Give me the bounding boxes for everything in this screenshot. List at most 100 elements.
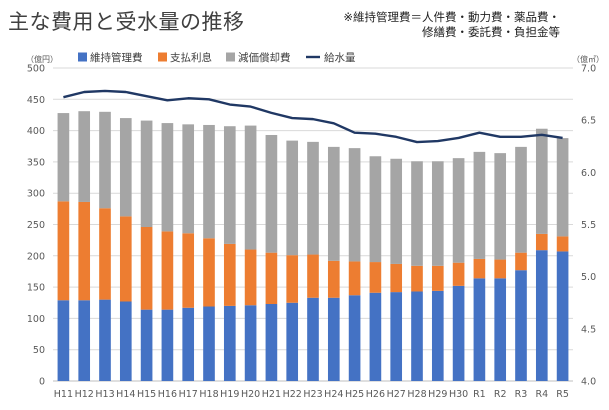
x-tick-label: H13 [95, 389, 114, 400]
x-tick-label: R4 [535, 389, 548, 400]
bar-減価償却費 [452, 158, 465, 263]
bar-減価償却費 [223, 126, 236, 244]
bar-減価償却費 [390, 158, 403, 264]
bar-維持管理費 [369, 292, 382, 381]
bar-支払利息 [99, 208, 111, 300]
bar-維持管理費 [473, 278, 486, 381]
x-tick-label: R5 [556, 389, 569, 400]
x-tick-label: H25 [345, 389, 364, 400]
left-tick-label: 250 [27, 220, 45, 231]
bar-減価償却費 [535, 128, 548, 234]
x-tick-label: R1 [473, 389, 486, 400]
legend-swatch [226, 52, 235, 62]
right-tick-label: 5.0 [581, 272, 596, 283]
right-tick-label: 6.5 [581, 116, 596, 127]
note-line-1: ※維持管理費＝人件費・動力費・薬品費・ [343, 10, 560, 24]
bar-維持管理費 [431, 290, 444, 381]
left-tick-label: 500 [27, 64, 45, 75]
bar-減価償却費 [182, 124, 195, 234]
x-tick-label: H19 [220, 389, 239, 400]
bar-維持管理費 [99, 299, 111, 381]
bar-減価償却費 [161, 123, 174, 232]
bar-減価償却費 [556, 138, 569, 237]
legend: 維持管理費 支払利息 減価償却費 給水量 [78, 51, 356, 64]
bar-維持管理費 [161, 309, 174, 381]
right-tick-label: 4.5 [581, 324, 596, 335]
bar-支払利息 [452, 262, 465, 286]
cost-definition-note: ※維持管理費＝人件費・動力費・薬品費・ 修繕費・委託費・負担金等 [310, 10, 560, 40]
left-axis-ticks: 0 50 100 150 200 250 300 350 400 450 500 [27, 64, 45, 388]
bar-維持管理費 [452, 285, 465, 381]
bar-支払利息 [369, 262, 382, 293]
bar-維持管理費 [348, 295, 361, 381]
line-給水量 [63, 89, 563, 144]
note-line-2: 修繕費・委託費・負担金等 [422, 25, 560, 39]
x-tick-label: H18 [199, 389, 218, 400]
bar-維持管理費 [327, 297, 340, 381]
x-tick-label: H27 [387, 389, 406, 400]
bar-減価償却費 [57, 113, 70, 202]
x-tick-label: H24 [324, 389, 343, 400]
bar-維持管理費 [286, 302, 299, 381]
right-tick-label: 5.5 [581, 220, 596, 231]
legend-label: 維持管理費 [90, 51, 143, 64]
x-tick-label: H26 [366, 389, 385, 400]
line-series [63, 89, 563, 144]
bar-支払利息 [327, 260, 340, 298]
bar-支払利息 [473, 258, 486, 279]
left-axis-unit: （億円） [26, 54, 58, 64]
bar-減価償却費 [515, 146, 527, 253]
x-tick-label: H29 [428, 389, 447, 400]
bar-維持管理費 [223, 305, 236, 381]
bar-支払利息 [535, 233, 548, 251]
bar-減価償却費 [307, 141, 319, 255]
bar-支払利息 [78, 201, 91, 301]
x-tick-label: H30 [449, 389, 468, 400]
bar-減価償却費 [473, 151, 486, 259]
bar-支払利息 [431, 265, 444, 291]
bar-維持管理費 [119, 301, 132, 381]
bar-維持管理費 [556, 251, 569, 381]
x-tick-label: R2 [494, 389, 507, 400]
left-tick-label: 0 [39, 377, 45, 388]
legend-label: 給水量 [324, 51, 356, 64]
bar-支払利息 [307, 254, 319, 298]
bar-減価償却費 [99, 111, 111, 209]
right-tick-label: 7.0 [581, 64, 596, 75]
left-tick-label: 350 [27, 157, 45, 168]
legend-label: 減価償却費 [238, 51, 291, 64]
bar-減価償却費 [78, 111, 91, 202]
right-axis-ticks: 4.0 4.5 5.0 5.5 6.0 6.5 7.0 [581, 64, 596, 388]
bar-支払利息 [265, 252, 278, 305]
bar-支払利息 [390, 263, 403, 293]
bar-支払利息 [494, 259, 507, 279]
x-tick-label: H20 [241, 389, 260, 400]
bar-減価償却費 [327, 146, 340, 261]
bar-支払利息 [223, 243, 236, 306]
bar-支払利息 [57, 201, 70, 301]
legend-swatch [78, 52, 87, 62]
bar-維持管理費 [57, 300, 70, 381]
bar-減価償却費 [140, 120, 153, 228]
page-title: 主な費用と受水量の推移 [8, 10, 245, 34]
x-tick-label: H21 [262, 389, 281, 400]
bar-維持管理費 [515, 270, 527, 381]
bar-支払利息 [556, 236, 569, 252]
bar-支払利息 [244, 249, 257, 306]
bar-減価償却費 [119, 118, 132, 217]
x-tick-label: H14 [116, 389, 135, 400]
bar-支払利息 [203, 238, 215, 307]
bar-減価償却費 [411, 161, 423, 266]
bar-減価償却費 [431, 161, 444, 266]
x-tick-label: H15 [137, 389, 156, 400]
bar-支払利息 [348, 261, 361, 296]
bar-支払利息 [286, 255, 299, 303]
left-tick-label: 400 [27, 126, 45, 137]
bar-支払利息 [140, 227, 153, 310]
x-tick-label: H11 [54, 389, 73, 400]
x-tick-label: H16 [158, 389, 177, 400]
bar-維持管理費 [78, 300, 91, 381]
bar-減価償却費 [244, 125, 257, 250]
right-tick-label: 4.0 [581, 377, 596, 388]
